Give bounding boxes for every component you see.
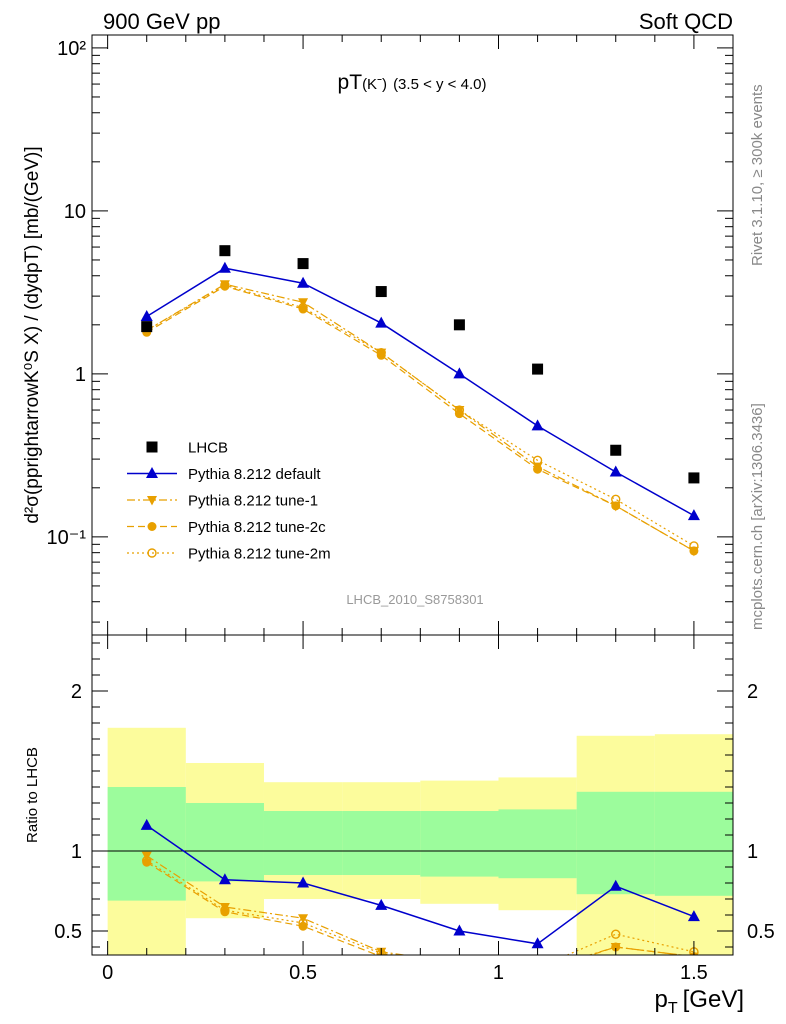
ratio-point-default	[375, 898, 388, 910]
uncertainty-band-inner	[576, 791, 655, 895]
point-data	[610, 444, 622, 456]
point-default	[453, 367, 466, 379]
x-tick-label: 0	[102, 962, 113, 984]
point-data	[375, 286, 387, 298]
ratio-y-tick-label-right: 2	[747, 681, 758, 703]
point-default	[375, 316, 388, 328]
ratio-point-tune1	[298, 914, 309, 924]
series-line-tune1	[146, 283, 695, 552]
ratio-point-default	[218, 873, 231, 885]
ratio-point-tune2m	[534, 964, 542, 972]
ratio-point-tune1	[219, 903, 230, 913]
ratio-point-tune2m	[611, 929, 621, 939]
x-tick-label: 1	[493, 962, 504, 984]
point-tune1	[298, 298, 309, 308]
uncertainty-band-inner	[654, 791, 733, 896]
point-data	[453, 319, 465, 331]
ratio-point-default	[297, 876, 310, 888]
ratio-point-default	[531, 937, 544, 949]
ratio-point-tune1	[610, 943, 621, 953]
legend-marker-tune1	[147, 496, 157, 506]
ratio-y-tick-label-right: 1	[747, 841, 758, 863]
ratio-line-tune2c	[146, 861, 686, 955]
main-y-axis-label: d²σ(pprightarrowK⁰S X) / (dydpT) [mb/(Ge…	[22, 146, 43, 523]
point-data	[297, 258, 309, 270]
uncertainty-band-inner	[342, 811, 421, 875]
point-data	[141, 321, 153, 333]
ratio-y-tick-label-right: 0.5	[747, 921, 775, 943]
point-default	[140, 309, 153, 321]
point-tune2c	[298, 304, 308, 314]
analysis-id: LHCB_2010_S8758301	[346, 592, 483, 607]
point-tune1	[454, 406, 465, 416]
point-tune1	[610, 501, 621, 512]
header-right: Soft QCD	[639, 9, 733, 34]
ratio-point-tune2c	[533, 968, 542, 977]
uncertainty-band-inner	[263, 811, 343, 875]
ratio-point-default	[687, 910, 700, 922]
ratio-point-tune1	[533, 967, 543, 977]
legend-label-tune2c: Pythia 8.212 tune-2c	[188, 519, 326, 536]
point-tune1	[532, 462, 543, 473]
legend-marker-tune2c	[147, 522, 157, 531]
mcplots-label: mcplots.cern.ch [arXiv:1306.3436]	[749, 403, 766, 630]
point-tune1	[219, 280, 230, 290]
point-default	[687, 509, 700, 521]
uncertainty-band-inner	[498, 809, 577, 879]
point-tune1	[376, 348, 387, 359]
series-line-default	[146, 267, 695, 517]
legend-label-tune2m: Pythia 8.212 tune-2m	[188, 546, 331, 563]
ratio-point-tune1	[141, 851, 152, 862]
ratio-y-tick-label: 2	[71, 681, 82, 703]
point-default	[297, 276, 310, 288]
ratio-line-default	[146, 824, 695, 945]
ratio-line-tune1	[146, 855, 686, 955]
ratio-y-tick-label: 1	[71, 841, 82, 863]
legend-marker-default	[146, 467, 158, 478]
plot-title: pT(Kˉ) (3.5 < y < 4.0)	[338, 71, 487, 94]
uncertainty-band-inner	[185, 803, 264, 882]
uncertainty-band-inner	[420, 811, 499, 877]
x-tick-label: 0.5	[289, 962, 317, 984]
ratio-point-default	[609, 879, 622, 891]
header-left: 900 GeV pp	[103, 9, 220, 34]
ratio-point-tune2c	[298, 921, 308, 931]
ratio-y-tick-label: 0.5	[54, 921, 82, 943]
ratio-y-axis-label: Ratio to LHCB	[24, 747, 41, 843]
point-default	[609, 465, 622, 477]
rivet-label: Rivet 3.1.10, ≥ 300k events	[749, 84, 766, 266]
point-data	[532, 363, 544, 375]
ratio-point-tune1	[454, 959, 464, 969]
legend-label-default: Pythia 8.212 default	[188, 466, 321, 483]
series-line-tune2c	[146, 285, 695, 552]
point-data	[688, 472, 700, 484]
legend-label-data: LHCB	[188, 440, 228, 457]
legend-marker-data	[146, 441, 158, 453]
legend: LHCB Pythia 8.212 default Pythia 8.212 tun…	[127, 440, 331, 563]
point-default	[531, 419, 544, 431]
ratio-point-tune2c	[142, 857, 152, 867]
y-tick-label: 10	[64, 201, 86, 223]
legend-label-tune1: Pythia 8.212 tune-1	[188, 493, 318, 510]
ratio-point-default	[453, 924, 466, 936]
ratio-point-tune2m	[455, 959, 463, 967]
point-default	[218, 261, 231, 273]
ratio-frame	[91, 634, 734, 956]
y-tick-label: 10²	[57, 38, 86, 60]
x-axis-label: pT [GeV]	[655, 986, 745, 1017]
ratio-point-tune2c	[455, 962, 464, 971]
y-tick-label: 1	[75, 364, 86, 386]
x-tick-label: 1.5	[680, 962, 708, 984]
series-line-tune2m	[146, 284, 695, 547]
point-tune1	[688, 546, 699, 557]
y-tick-label: 10⁻¹	[47, 527, 87, 549]
ratio-point-default	[140, 818, 153, 830]
point-data	[219, 245, 231, 257]
legend-marker-tune2m	[147, 548, 157, 558]
ratio-line-tune2m	[146, 860, 695, 955]
